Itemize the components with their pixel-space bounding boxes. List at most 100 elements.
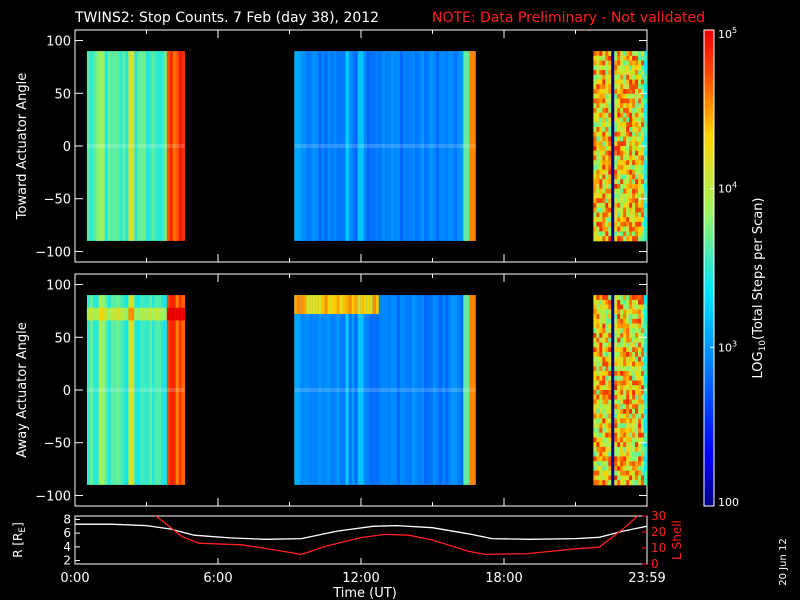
heatmap-cell	[629, 304, 633, 310]
heatmap-column	[433, 51, 437, 241]
heatmap-cell	[641, 212, 645, 218]
heatmap-cell	[617, 127, 621, 133]
heatmap-column	[125, 307, 129, 321]
heatmap-cell	[602, 385, 606, 391]
heatmap-column	[375, 295, 380, 485]
heatmap-cell	[614, 442, 618, 448]
heatmap-column	[421, 51, 425, 241]
heatmap-cell	[599, 418, 603, 424]
heatmap-column	[163, 51, 168, 241]
heatmap-cell	[596, 226, 600, 232]
heatmap-cell	[614, 93, 618, 99]
heatmap-cell	[635, 169, 639, 175]
heatmap-cell	[593, 212, 597, 218]
heatmap-column	[143, 295, 147, 485]
heatmap-cell	[602, 146, 606, 152]
heatmap-cell	[617, 164, 621, 171]
heatmap-cell	[638, 446, 642, 453]
heatmap-cell	[599, 404, 603, 410]
heatmap-cell	[629, 150, 633, 156]
heatmap-cell	[599, 169, 603, 175]
colorbar-tick-label: 105	[718, 26, 737, 41]
heatmap-cell	[620, 361, 624, 367]
heatmap-cell	[605, 79, 609, 85]
heatmap-cell	[599, 394, 603, 400]
heatmap-cell	[641, 150, 645, 156]
heatmap-cell	[605, 236, 609, 242]
heatmap-cell	[602, 309, 606, 315]
heatmap-cell	[617, 427, 621, 434]
heatmap-cell	[635, 221, 639, 228]
heatmap-cell	[620, 169, 624, 175]
heatmap-cell	[641, 361, 645, 367]
heatmap-cell	[632, 193, 636, 199]
panel-away-ylabel: Away Actuator Angle	[15, 322, 30, 457]
heatmap-cell	[617, 394, 621, 400]
heatmap-cell	[596, 408, 600, 415]
heatmap-cell	[632, 198, 636, 204]
heatmap-cell	[629, 231, 633, 237]
heatmap-cell	[644, 309, 648, 315]
heatmap-cell	[620, 470, 624, 476]
heatmap-cell	[614, 333, 618, 339]
heatmap-cell	[602, 427, 606, 434]
heatmap-cell	[608, 352, 612, 358]
heatmap-cell	[629, 342, 633, 348]
heatmap-cell	[602, 89, 606, 95]
heatmap-column	[384, 51, 389, 241]
heatmap-cell	[593, 70, 597, 76]
heatmap-cell	[596, 337, 600, 343]
heatmap-cell	[614, 108, 618, 114]
heatmap-cell	[641, 352, 645, 358]
heatmap-cell	[602, 394, 606, 400]
heatmap-cell	[614, 437, 618, 443]
heatmap-cell	[611, 342, 615, 348]
heatmap-cell	[641, 122, 645, 128]
heatmap-cell	[602, 408, 606, 415]
heatmap-cell	[608, 169, 612, 175]
heatmap-cell	[599, 198, 603, 204]
heatmap-cell	[626, 221, 630, 228]
heatmap-cell	[623, 179, 627, 185]
heatmap-cell	[605, 51, 609, 57]
heatmap-cell	[641, 141, 645, 147]
heatmap-cell	[617, 408, 621, 415]
heatmap-cell	[629, 65, 633, 71]
heatmap-cell	[608, 328, 612, 334]
heatmap-cell	[638, 150, 642, 156]
heatmap-column	[163, 295, 168, 485]
heatmap-cell	[638, 212, 642, 218]
heatmap-cell	[644, 314, 648, 320]
heatmap-cell	[626, 55, 630, 61]
heatmap-cell	[629, 394, 633, 400]
heatmap-cell	[617, 347, 621, 353]
heatmap-cell	[626, 79, 630, 85]
heatmap-cell	[623, 141, 627, 147]
heatmap-column	[330, 295, 334, 315]
heatmap-cell	[602, 169, 606, 175]
heatmap-column	[107, 307, 112, 321]
heatmap-column	[384, 295, 389, 485]
heatmap-cell	[620, 371, 624, 377]
heatmap-cell	[608, 451, 612, 457]
heatmap-cell	[605, 432, 609, 438]
heatmap-cell	[644, 127, 648, 133]
heatmap-cell	[599, 188, 603, 194]
heatmap-cell	[638, 352, 642, 358]
heatmap-cell	[617, 299, 621, 305]
heatmap-cell	[620, 74, 624, 80]
heatmap-cell	[611, 394, 615, 400]
heatmap-column	[166, 295, 171, 485]
heatmap-cell	[617, 155, 621, 161]
heatmap-cell	[641, 65, 645, 71]
heatmap-cell	[638, 427, 642, 434]
heatmap-cell	[599, 352, 603, 358]
heatmap-cell	[605, 70, 609, 76]
heatmap-cell	[623, 231, 627, 237]
heatmap-cell	[611, 408, 615, 415]
heatmap-cell	[623, 188, 627, 194]
heatmap-cell	[617, 103, 621, 109]
heatmap-cell	[620, 318, 624, 324]
heatmap-cell	[632, 79, 636, 85]
